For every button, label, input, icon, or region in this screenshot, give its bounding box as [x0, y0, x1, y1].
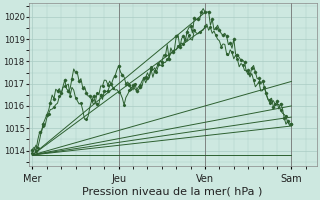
X-axis label: Pression niveau de la mer( hPa ): Pression niveau de la mer( hPa ) — [83, 187, 263, 197]
